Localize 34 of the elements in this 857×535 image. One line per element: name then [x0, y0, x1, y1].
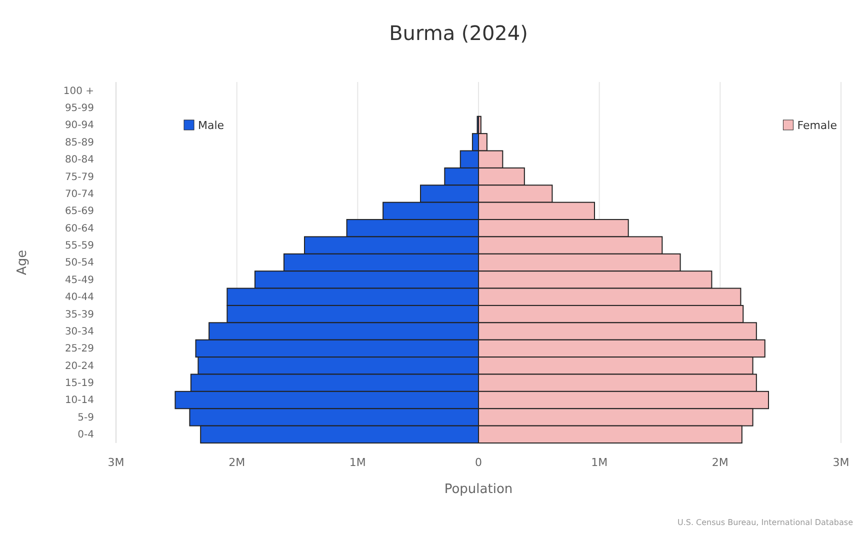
- legend-label: Female: [797, 118, 838, 132]
- y-tick-label: 10-14: [64, 395, 94, 406]
- y-tick-label: 40-44: [64, 292, 94, 304]
- y-tick-label: 45-49: [64, 274, 94, 286]
- y-tick-label: 15-19: [64, 378, 94, 390]
- x-tick-label: 1M: [591, 456, 608, 469]
- x-tick-label: 1M: [349, 456, 366, 469]
- y-tick-label: 55-59: [64, 240, 94, 252]
- x-tick-label: 3M: [108, 456, 124, 469]
- y-tick-label: 90-94: [64, 120, 94, 132]
- y-tick-label: 65-69: [64, 206, 94, 218]
- x-tick-label: 3M: [832, 456, 850, 469]
- y-tick-label: 95-99: [64, 102, 94, 114]
- x-axis-title: Population: [444, 482, 513, 497]
- x-tick-label: 2M: [712, 456, 728, 469]
- y-tick-label: 20-24: [64, 360, 94, 372]
- x-tick-label: 0: [475, 456, 482, 469]
- y-tick-label: 25-29: [64, 344, 94, 355]
- legend-label: Male: [198, 118, 224, 132]
- y-tick-label: 50-54: [64, 258, 94, 269]
- y-tick-label: 75-79: [64, 172, 94, 183]
- y-tick-label: 30-34: [64, 326, 94, 338]
- y-tick-label: 100 +: [63, 86, 94, 97]
- x-tick-label: 2M: [228, 456, 246, 469]
- y-tick-label: 0-4: [78, 430, 94, 441]
- chart-title: Burma (2024): [389, 21, 528, 45]
- y-tick-label: 80-84: [64, 154, 94, 166]
- y-tick-label: 70-74: [64, 188, 94, 200]
- text: U.S. Census Bureau, International Database: [677, 518, 854, 527]
- y-tick-label: 85-89: [64, 137, 94, 148]
- y-tick-label: 35-39: [64, 309, 94, 320]
- y-tick-label: 5-9: [78, 412, 94, 424]
- y-axis-title: Age: [15, 250, 30, 276]
- y-tick-label: 60-64: [64, 223, 94, 234]
